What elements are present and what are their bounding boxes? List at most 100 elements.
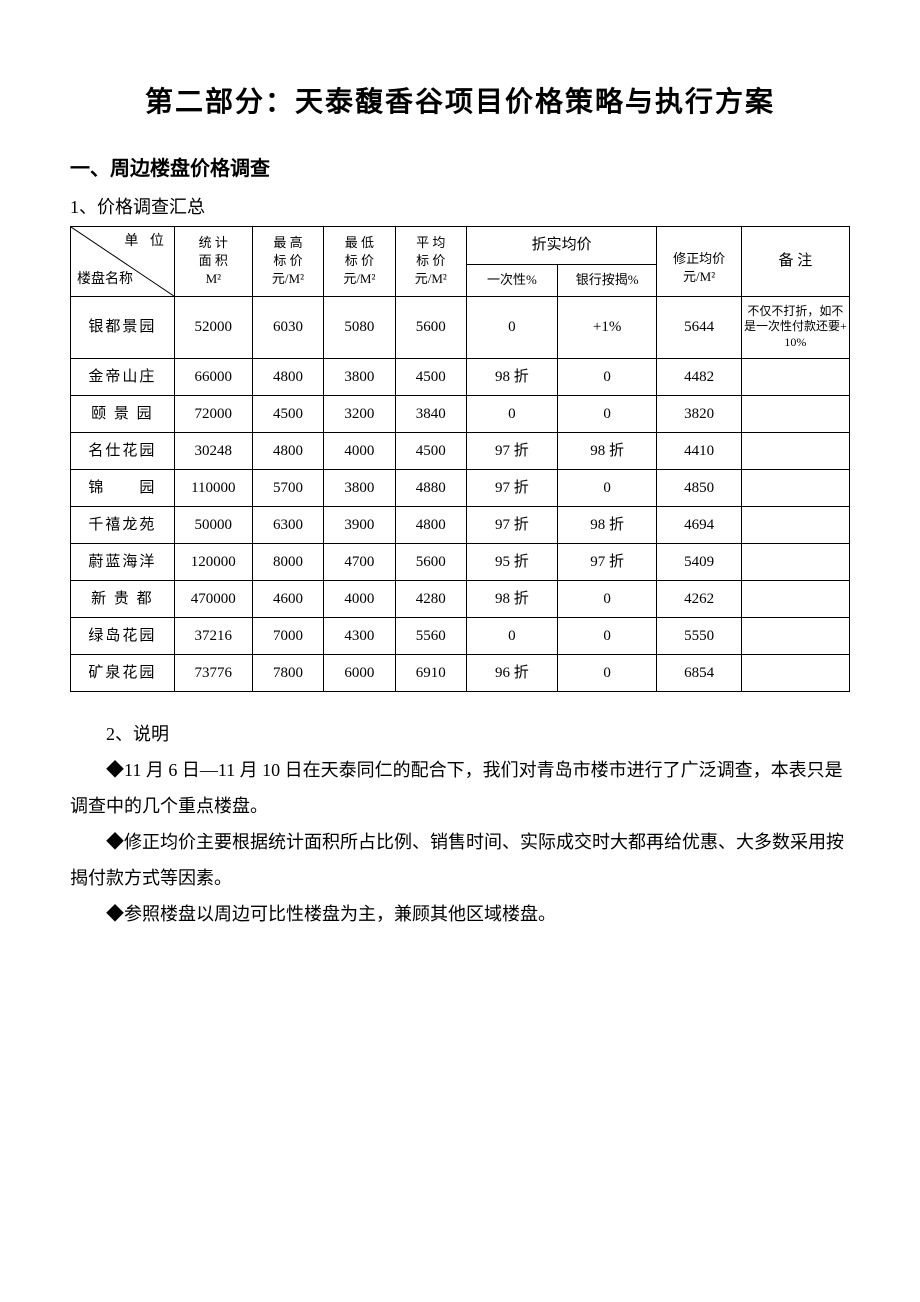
cell-avg: 5600 (395, 296, 466, 358)
hdr-high-l2: 标 价 (255, 252, 321, 270)
explain-p3: ◆参照楼盘以周边可比性楼盘为主，兼顾其他区域楼盘。 (70, 896, 850, 932)
cell-adjusted: 5409 (657, 543, 741, 580)
cell-area: 52000 (174, 296, 252, 358)
cell-name: 颐 景 园 (71, 395, 175, 432)
header-adjusted: 修正均价 元/M² (657, 226, 741, 296)
cell-mortgage: 0 (557, 469, 657, 506)
section-heading: 一、周边楼盘价格调查 (70, 153, 850, 185)
cell-area: 73776 (174, 654, 252, 691)
cell-once: 98 折 (466, 580, 557, 617)
table-row: 锦 园11000057003800488097 折04850 (71, 469, 850, 506)
cell-once: 0 (466, 395, 557, 432)
cell-high: 8000 (252, 543, 323, 580)
hdr-area-l1: 统 计 (177, 234, 250, 252)
explain-p1: ◆11 月 6 日—11 月 10 日在天泰同仁的配合下，我们对青岛市楼市进行了… (70, 752, 850, 824)
hdr-area-l2: 面 积 (177, 252, 250, 270)
header-unit-label: 单 位 (124, 231, 168, 253)
cell-name: 新 贵 都 (71, 580, 175, 617)
hdr-low-l1: 最 低 (326, 234, 392, 252)
cell-note: 不仅不打折，如不是一次性付款还要+10% (741, 296, 849, 358)
cell-avg: 5600 (395, 543, 466, 580)
hdr-avg-l3: 元/M² (398, 270, 464, 288)
hdr-high-l3: 元/M² (255, 270, 321, 288)
cell-once: 95 折 (466, 543, 557, 580)
cell-avg: 4500 (395, 432, 466, 469)
cell-mortgage: 0 (557, 358, 657, 395)
cell-avg: 5560 (395, 617, 466, 654)
hdr-low-l2: 标 价 (326, 252, 392, 270)
header-discount-once: 一次性% (466, 264, 557, 296)
cell-name: 蔚蓝海洋 (71, 543, 175, 580)
table-row: 新 贵 都47000046004000428098 折04262 (71, 580, 850, 617)
cell-area: 470000 (174, 580, 252, 617)
cell-name: 锦 园 (71, 469, 175, 506)
cell-name: 矿泉花园 (71, 654, 175, 691)
cell-once: 96 折 (466, 654, 557, 691)
cell-once: 0 (466, 617, 557, 654)
hdr-adj-l1: 修正均价 (659, 250, 738, 268)
table-row: 名仕花园3024848004000450097 折98 折4410 (71, 432, 850, 469)
explain-p2: ◆修正均价主要根据统计面积所占比例、销售时间、实际成交时大都再给优惠、大多数采用… (70, 824, 850, 896)
cell-low: 5080 (324, 296, 395, 358)
cell-low: 4000 (324, 432, 395, 469)
page-title: 第二部分：天泰馥香谷项目价格策略与执行方案 (70, 80, 850, 125)
cell-area: 120000 (174, 543, 252, 580)
cell-low: 6000 (324, 654, 395, 691)
hdr-avg-l2: 标 价 (398, 252, 464, 270)
cell-area: 66000 (174, 358, 252, 395)
header-high: 最 高 标 价 元/M² (252, 226, 323, 296)
cell-adjusted: 5644 (657, 296, 741, 358)
cell-low: 4700 (324, 543, 395, 580)
cell-once: 97 折 (466, 432, 557, 469)
hdr-high-l1: 最 高 (255, 234, 321, 252)
cell-note (741, 506, 849, 543)
cell-note (741, 469, 849, 506)
cell-adjusted: 4694 (657, 506, 741, 543)
cell-once: 98 折 (466, 358, 557, 395)
table-row: 矿泉花园7377678006000691096 折06854 (71, 654, 850, 691)
cell-low: 3800 (324, 358, 395, 395)
cell-high: 6030 (252, 296, 323, 358)
cell-high: 7000 (252, 617, 323, 654)
table-row: 银都景园520006030508056000+1%5644不仅不打折，如不是一次… (71, 296, 850, 358)
cell-mortgage: 0 (557, 654, 657, 691)
cell-high: 5700 (252, 469, 323, 506)
cell-avg: 4280 (395, 580, 466, 617)
cell-adjusted: 4482 (657, 358, 741, 395)
cell-area: 72000 (174, 395, 252, 432)
table-row: 金帝山庄6600048003800450098 折04482 (71, 358, 850, 395)
cell-note (741, 395, 849, 432)
cell-high: 7800 (252, 654, 323, 691)
cell-adjusted: 3820 (657, 395, 741, 432)
cell-once: 97 折 (466, 506, 557, 543)
header-diagonal: 单 位 楼盘名称 (71, 226, 175, 296)
hdr-avg-l1: 平 均 (398, 234, 464, 252)
cell-low: 3900 (324, 506, 395, 543)
header-project-label: 楼盘名称 (77, 269, 133, 291)
hdr-adj-l2: 元/M² (659, 268, 738, 286)
cell-area: 30248 (174, 432, 252, 469)
cell-adjusted: 4410 (657, 432, 741, 469)
cell-avg: 4880 (395, 469, 466, 506)
cell-high: 6300 (252, 506, 323, 543)
table-row: 千禧龙苑5000063003900480097 折98 折4694 (71, 506, 850, 543)
cell-note (741, 654, 849, 691)
explain-heading: 2、说明 (70, 716, 850, 752)
header-note: 备 注 (741, 226, 849, 296)
cell-name: 金帝山庄 (71, 358, 175, 395)
cell-mortgage: 98 折 (557, 506, 657, 543)
cell-high: 4800 (252, 432, 323, 469)
header-low: 最 低 标 价 元/M² (324, 226, 395, 296)
cell-mortgage: 0 (557, 580, 657, 617)
cell-high: 4800 (252, 358, 323, 395)
cell-adjusted: 5550 (657, 617, 741, 654)
cell-high: 4500 (252, 395, 323, 432)
cell-once: 97 折 (466, 469, 557, 506)
cell-low: 3200 (324, 395, 395, 432)
cell-adjusted: 4262 (657, 580, 741, 617)
cell-avg: 4800 (395, 506, 466, 543)
cell-avg: 6910 (395, 654, 466, 691)
cell-note (741, 580, 849, 617)
header-avg: 平 均 标 价 元/M² (395, 226, 466, 296)
header-discount: 折实均价 (466, 226, 656, 264)
